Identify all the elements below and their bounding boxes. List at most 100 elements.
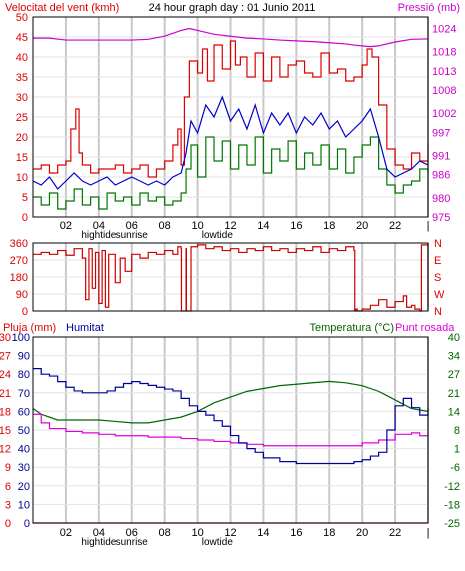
temp-annotations: hightide sunrise lowtide [81, 537, 233, 548]
ytick-label: 10 [18, 499, 30, 511]
rain-ylabel: Pluja (mm) [3, 322, 56, 334]
ytick-label: 20 [18, 481, 30, 493]
xtick-label: 22 [389, 220, 401, 232]
ytick-label: 21 [0, 388, 11, 400]
series-line-direction [33, 244, 429, 312]
xtick-label: | [427, 527, 430, 539]
ytick-label: 90 [16, 289, 28, 301]
ytick-label: 997 [432, 127, 450, 139]
ytick-label: 0 [22, 212, 28, 224]
chart-title: 24 hour graph day : 01 Junio 2011 [149, 2, 316, 14]
ytick-label: 27 [0, 351, 11, 363]
ytick-label: 21 [448, 388, 460, 400]
humidity-ylabel: Humitat [66, 322, 104, 334]
ytick-label: 10 [16, 172, 28, 184]
ytick-label: 15 [16, 152, 28, 164]
series-line-temperature [32, 380, 429, 424]
ytick-label: 180 [10, 272, 28, 284]
xtick-label: 10 [191, 220, 203, 232]
temperature-ylabel: Temperatura (°C) [310, 322, 394, 334]
xtick-label: | [427, 220, 430, 232]
ytick-label: 1018 [432, 47, 456, 59]
series-line-gust [33, 40, 429, 178]
ytick-label: 975 [432, 212, 450, 224]
xtick-label: 20 [356, 220, 368, 232]
series-line-pressure [33, 27, 429, 48]
ytick-label: W [434, 289, 445, 301]
xtick-label: 20 [356, 527, 368, 539]
ytick-label: -25 [444, 518, 460, 530]
series-line-humidity [33, 368, 429, 465]
xtick-label: 08 [159, 220, 171, 232]
ytick-label: 8 [454, 425, 460, 437]
ytick-label: 270 [10, 255, 28, 267]
wind-series [32, 27, 429, 210]
ytick-label: 5 [22, 192, 28, 204]
ytick-label: 70 [18, 388, 30, 400]
xtick-label: 16 [290, 527, 302, 539]
ytick-label: 1 [454, 444, 460, 456]
xtick-label: 04 [93, 527, 105, 539]
annotation-label: hightide [81, 230, 116, 241]
ytick-label: 360 [10, 238, 28, 250]
xtick-label: 06 [126, 220, 138, 232]
ytick-label: 40 [448, 332, 460, 344]
series-line-average [32, 95, 429, 190]
ytick-label: 1024 [432, 24, 456, 36]
xtick-label: 14 [257, 527, 269, 539]
xtick-label: 10 [191, 527, 203, 539]
direction-plot-frame [32, 242, 429, 312]
ytick-label: 0 [22, 306, 28, 318]
annotation-label: sunrise [116, 537, 149, 548]
ytick-label: 50 [16, 12, 28, 24]
xtick-label: 08 [159, 527, 171, 539]
ytick-label: 1013 [432, 66, 456, 78]
wind-xticks: 02 04 06 08 10 12 14 16 18 20 22 | [60, 220, 430, 232]
annotation-label: lowtide [202, 537, 234, 548]
direction-series [33, 244, 429, 312]
ytick-label: 100 [12, 332, 30, 344]
dewpoint-ylabel: Punt rosada [395, 322, 455, 334]
ytick-label: 30 [0, 332, 11, 344]
ytick-label: 980 [432, 193, 450, 205]
temp-panel: Pluja (mm) Humitat Temperatura (°C) Punt… [0, 322, 460, 548]
ytick-label: N [434, 306, 442, 318]
xtick-label: 02 [60, 220, 72, 232]
wind-annotations: hightide sunrise lowtide [81, 230, 233, 241]
ytick-label: 15 [0, 425, 11, 437]
ytick-label: 30 [16, 92, 28, 104]
wind-plot-frame [32, 16, 429, 218]
ytick-label: 50 [18, 425, 30, 437]
wind-ylabel: Velocitat del vent (kmh) [5, 2, 119, 14]
ytick-label: 80 [18, 369, 30, 381]
rain-yticks: 0 3 6 9 12 15 18 21 24 27 30 [0, 332, 11, 530]
ytick-label: 90 [18, 351, 30, 363]
xtick-label: 06 [126, 527, 138, 539]
annotation-label: sunrise [116, 230, 149, 241]
ytick-label: 12 [0, 444, 11, 456]
ytick-label: 986 [432, 170, 450, 182]
ytick-label: 40 [18, 444, 30, 456]
temperature-yticks: -25 -18 -12 -6 1 8 14 21 27 34 40 [444, 332, 460, 530]
xtick-label: 14 [257, 220, 269, 232]
xtick-label: 02 [60, 527, 72, 539]
ytick-label: 9 [5, 462, 11, 474]
xtick-label: 16 [290, 220, 302, 232]
pressure-ylabel: Pressió (mb) [398, 2, 460, 14]
xtick-label: 04 [93, 220, 105, 232]
series-line-min [33, 136, 429, 210]
ytick-label: 3 [5, 499, 11, 511]
temp-xticks: 02 04 06 08 10 12 14 16 18 20 22 | [60, 527, 430, 539]
ytick-label: 40 [16, 52, 28, 64]
ytick-label: S [434, 272, 441, 284]
ytick-label: 14 [448, 406, 460, 418]
ytick-label: 18 [0, 406, 11, 418]
ytick-label: 60 [18, 406, 30, 418]
ytick-label: E [434, 255, 441, 267]
wind-yticks: 0 5 10 15 20 25 30 35 40 45 50 [16, 12, 28, 224]
ytick-label: 0 [24, 518, 30, 530]
